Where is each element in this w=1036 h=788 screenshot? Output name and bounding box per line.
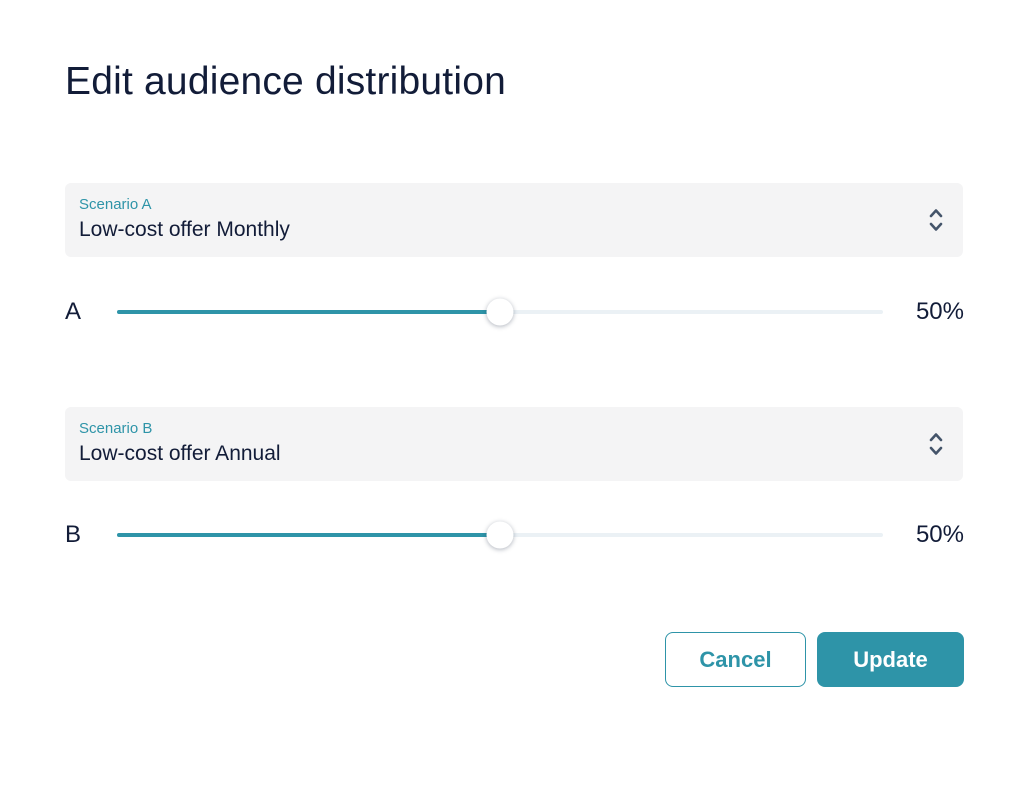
slider-row-b: B 50% — [65, 510, 964, 560]
chevron-up-down-icon — [927, 205, 945, 235]
scenario-b-selected-value: Low-cost offer Annual — [79, 442, 281, 465]
slider-row-a: A 50% — [65, 287, 964, 337]
cancel-button[interactable]: Cancel — [665, 632, 806, 687]
slider-b-fill — [117, 533, 500, 537]
slider-b-value: 50% — [915, 521, 964, 548]
dialog-actions: Cancel Update — [665, 632, 964, 687]
chevron-up-down-icon — [927, 429, 945, 459]
slider-a-fill — [117, 310, 500, 314]
scenario-a-select[interactable]: Scenario A Low-cost offer Monthly — [65, 183, 963, 257]
scenario-b-select[interactable]: Scenario B Low-cost offer Annual — [65, 407, 963, 481]
update-button[interactable]: Update — [817, 632, 964, 687]
scenario-a-selected-value: Low-cost offer Monthly — [79, 218, 290, 241]
slider-b-thumb[interactable] — [486, 521, 514, 549]
slider-b-label: B — [65, 521, 82, 548]
dialog-title: Edit audience distribution — [65, 60, 506, 103]
slider-a-thumb[interactable] — [486, 298, 514, 326]
slider-a-label: A — [65, 298, 82, 325]
slider-a-value: 50% — [915, 298, 964, 325]
scenario-b-select-label: Scenario B — [79, 420, 153, 437]
scenario-a-select-label: Scenario A — [79, 196, 152, 213]
slider-a[interactable] — [117, 298, 883, 326]
slider-b[interactable] — [117, 521, 883, 549]
